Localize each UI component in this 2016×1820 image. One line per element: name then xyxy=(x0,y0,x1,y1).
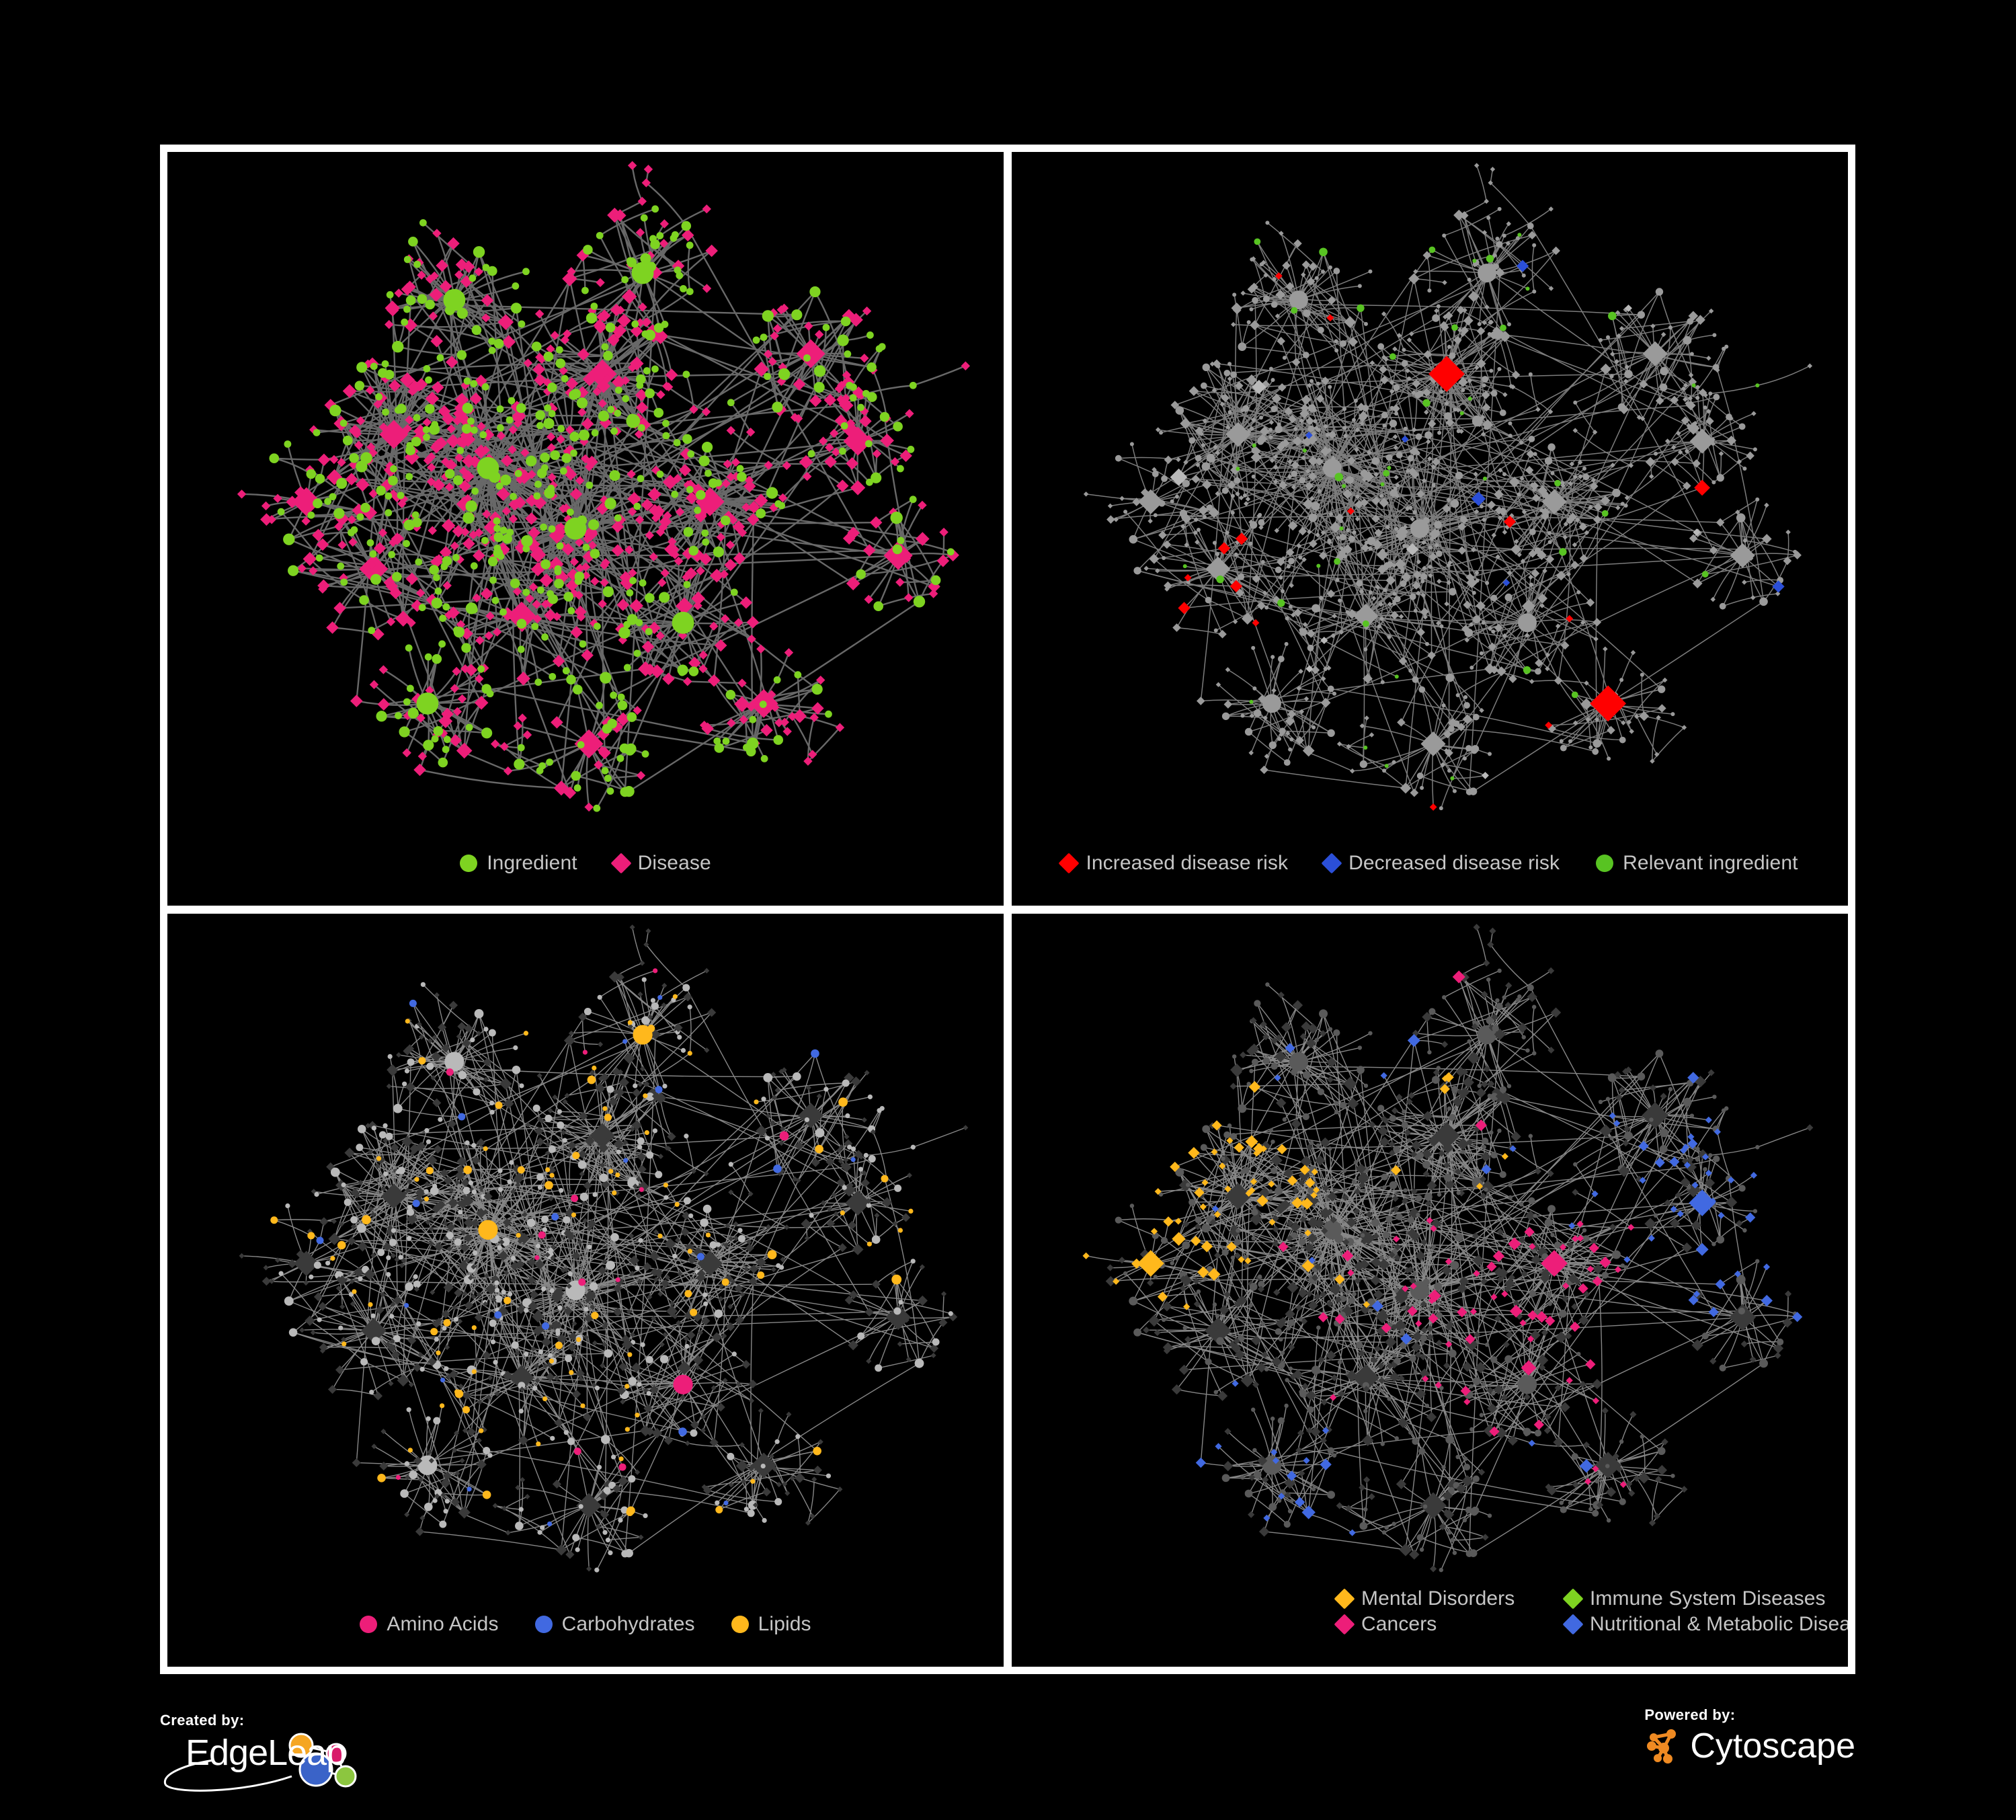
network-graph-2 xyxy=(1083,163,1813,811)
legend-item-decreased-risk[interactable]: Decreased disease risk xyxy=(1321,851,1560,874)
legend-label-relevant-ingredient: Relevant ingredient xyxy=(1623,851,1798,874)
network-canvas-nutrient-class[interactable] xyxy=(167,914,1004,1667)
network-canvas-ingredient-disease[interactable] xyxy=(167,152,1004,906)
cytoscape-logo-row[interactable]: Cytoscape xyxy=(1644,1727,1855,1766)
legend-item-carbohydrates[interactable]: Carbohydrates xyxy=(534,1613,695,1635)
immune-system-diseases-swatch-icon xyxy=(1562,1588,1584,1610)
legend-label-disease: Disease xyxy=(637,851,711,874)
decreased-risk-swatch-icon xyxy=(1321,852,1342,874)
panel-nutrient-class[interactable]: Amino Acids Carbohydrates Lipids xyxy=(167,913,1004,1667)
legend-item-nutritional-metabolic-diseases[interactable]: Nutritional & Metabolic Diseases xyxy=(1562,1614,1848,1635)
lipids-swatch-icon xyxy=(731,1616,749,1633)
legend-label-increased-risk: Increased disease risk xyxy=(1086,851,1289,874)
disease-swatch-icon xyxy=(610,852,632,874)
legend-item-lipids[interactable]: Lipids xyxy=(731,1614,811,1634)
legend-nutrient-class: Amino Acids Carbohydrates Lipids xyxy=(167,1614,1004,1644)
legend-label-lipids: Lipids xyxy=(758,1613,811,1635)
powered-by-kicker: Powered by: xyxy=(1644,1706,1736,1723)
cancers-swatch-icon xyxy=(1334,1614,1355,1635)
legend-item-immune-system-diseases[interactable]: Immune System Diseases xyxy=(1562,1588,1826,1610)
legend-label-amino-acids: Amino Acids xyxy=(387,1613,499,1635)
network-graph-3 xyxy=(239,924,969,1573)
cytoscape-logo-icon xyxy=(1647,1729,1677,1764)
legend-disease-risk: Increased disease risk Decreased disease… xyxy=(1012,851,1848,883)
edgeleap-logo-row[interactable]: EdgeLeap xyxy=(160,1732,382,1794)
legend-label-immune-system-diseases: Immune System Diseases xyxy=(1590,1587,1826,1610)
created-by-block: Created by: EdgeLeap xyxy=(160,1712,382,1794)
legend-disease-class: Mental Disorders Immune System Diseases … xyxy=(1310,1587,1848,1653)
edgeleap-wordmark: EdgeLeap xyxy=(186,1733,346,1773)
nutritional-metabolic-diseases-swatch-icon xyxy=(1562,1614,1584,1635)
cytoscape-wordmark: Cytoscape xyxy=(1690,1727,1855,1766)
network-graph-1 xyxy=(237,161,971,812)
legend-label-decreased-risk: Decreased disease risk xyxy=(1348,851,1560,874)
legend-item-mental-disorders[interactable]: Mental Disorders xyxy=(1334,1587,1566,1610)
legend-item-increased-risk[interactable]: Increased disease risk xyxy=(1058,851,1289,874)
ingredient-swatch-icon xyxy=(460,854,478,872)
network-graph-4 xyxy=(1082,923,1814,1572)
carbohydrates-swatch-icon xyxy=(534,1616,553,1633)
amino-acids-swatch-icon xyxy=(360,1616,378,1633)
legend-item-cancers[interactable]: Cancers xyxy=(1334,1613,1566,1635)
legend-label-nutritional-metabolic-diseases: Nutritional & Metabolic Diseases xyxy=(1590,1613,1848,1635)
legend-label-ingredient: Ingredient xyxy=(487,851,577,874)
increased-risk-swatch-icon xyxy=(1058,852,1080,874)
network-canvas-disease-risk[interactable] xyxy=(1012,152,1848,906)
powered-by-block: Powered by: xyxy=(1644,1706,1855,1766)
legend-item-ingredient[interactable]: Ingredient xyxy=(460,853,577,873)
mental-disorders-swatch-icon xyxy=(1334,1588,1355,1610)
relevant-ingredient-swatch-icon xyxy=(1596,854,1614,872)
legend-label-carbohydrates: Carbohydrates xyxy=(561,1613,695,1635)
created-by-kicker: Created by: xyxy=(160,1712,245,1729)
legend-label-cancers: Cancers xyxy=(1361,1613,1437,1635)
panel-disease-risk[interactable]: Increased disease risk Decreased disease… xyxy=(1012,152,1848,906)
legend-item-relevant-ingredient[interactable]: Relevant ingredient xyxy=(1596,853,1798,873)
network-canvas-disease-class[interactable] xyxy=(1012,914,1848,1667)
legend-item-amino-acids[interactable]: Amino Acids xyxy=(360,1614,498,1634)
edgeleap-network-logo-icon xyxy=(163,1733,357,1792)
panel-ingredient-disease[interactable]: Ingredient Disease xyxy=(167,152,1004,906)
figure-frame: Ingredient Disease Increased disease r xyxy=(160,145,1855,1674)
panel-disease-class[interactable]: Mental Disorders Immune System Diseases … xyxy=(1012,913,1848,1667)
legend-item-disease[interactable]: Disease xyxy=(610,851,711,874)
legend-ingredient-disease: Ingredient Disease xyxy=(167,851,1004,883)
footer-branding: Created by: EdgeLeap P xyxy=(160,1679,1855,1814)
legend-label-mental-disorders: Mental Disorders xyxy=(1361,1587,1515,1610)
